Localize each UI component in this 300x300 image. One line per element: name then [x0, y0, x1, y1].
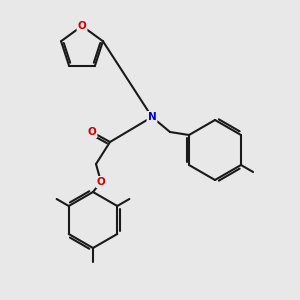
Text: O: O — [88, 127, 96, 137]
Text: O: O — [78, 21, 86, 31]
Text: O: O — [97, 177, 105, 187]
Text: N: N — [148, 112, 156, 122]
